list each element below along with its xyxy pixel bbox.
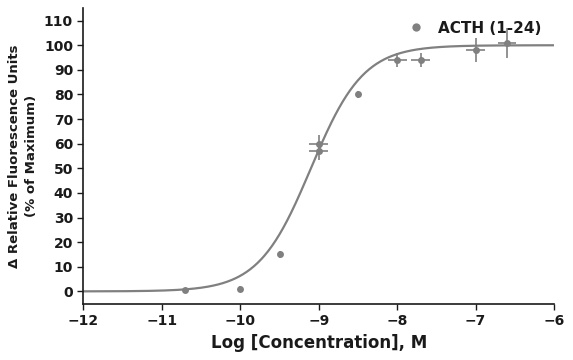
X-axis label: Log [Concentration], M: Log [Concentration], M: [211, 334, 427, 352]
Y-axis label: Δ Relative Fluorescence Units
(% of Maximum): Δ Relative Fluorescence Units (% of Maxi…: [9, 44, 38, 268]
Legend: ACTH (1-24): ACTH (1-24): [396, 16, 547, 40]
